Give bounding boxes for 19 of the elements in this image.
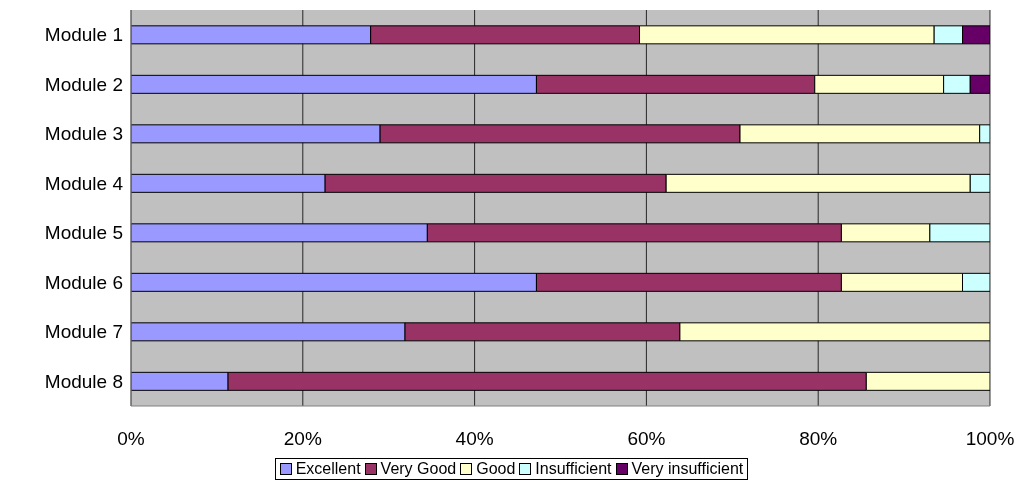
x-tick-label: 20% — [283, 428, 322, 450]
y-tick-label: Module 1 — [44, 24, 123, 46]
legend-label: Very insufficient — [631, 460, 744, 478]
y-tick-label: Module 6 — [44, 271, 123, 293]
y-tick-label: Module 3 — [44, 123, 123, 145]
legend-label: Very Good — [380, 460, 457, 478]
y-tick-label: Module 2 — [44, 74, 123, 95]
legend-label: Excellent — [295, 460, 361, 478]
x-tick-label: 0% — [117, 428, 145, 450]
legend-label: Insufficient — [535, 460, 612, 478]
x-tick-label: 100% — [965, 428, 1015, 450]
legend-label: Good — [476, 460, 516, 478]
x-tick-label: 60% — [627, 428, 666, 450]
y-tick-label: Module 8 — [44, 370, 123, 392]
x-tick-label: 40% — [455, 428, 494, 450]
y-tick-label: Module 7 — [44, 321, 123, 343]
y-tick-label: Module 5 — [44, 222, 123, 244]
x-tick-label: 80% — [799, 428, 838, 450]
y-tick-label: Module 4 — [44, 172, 124, 194]
